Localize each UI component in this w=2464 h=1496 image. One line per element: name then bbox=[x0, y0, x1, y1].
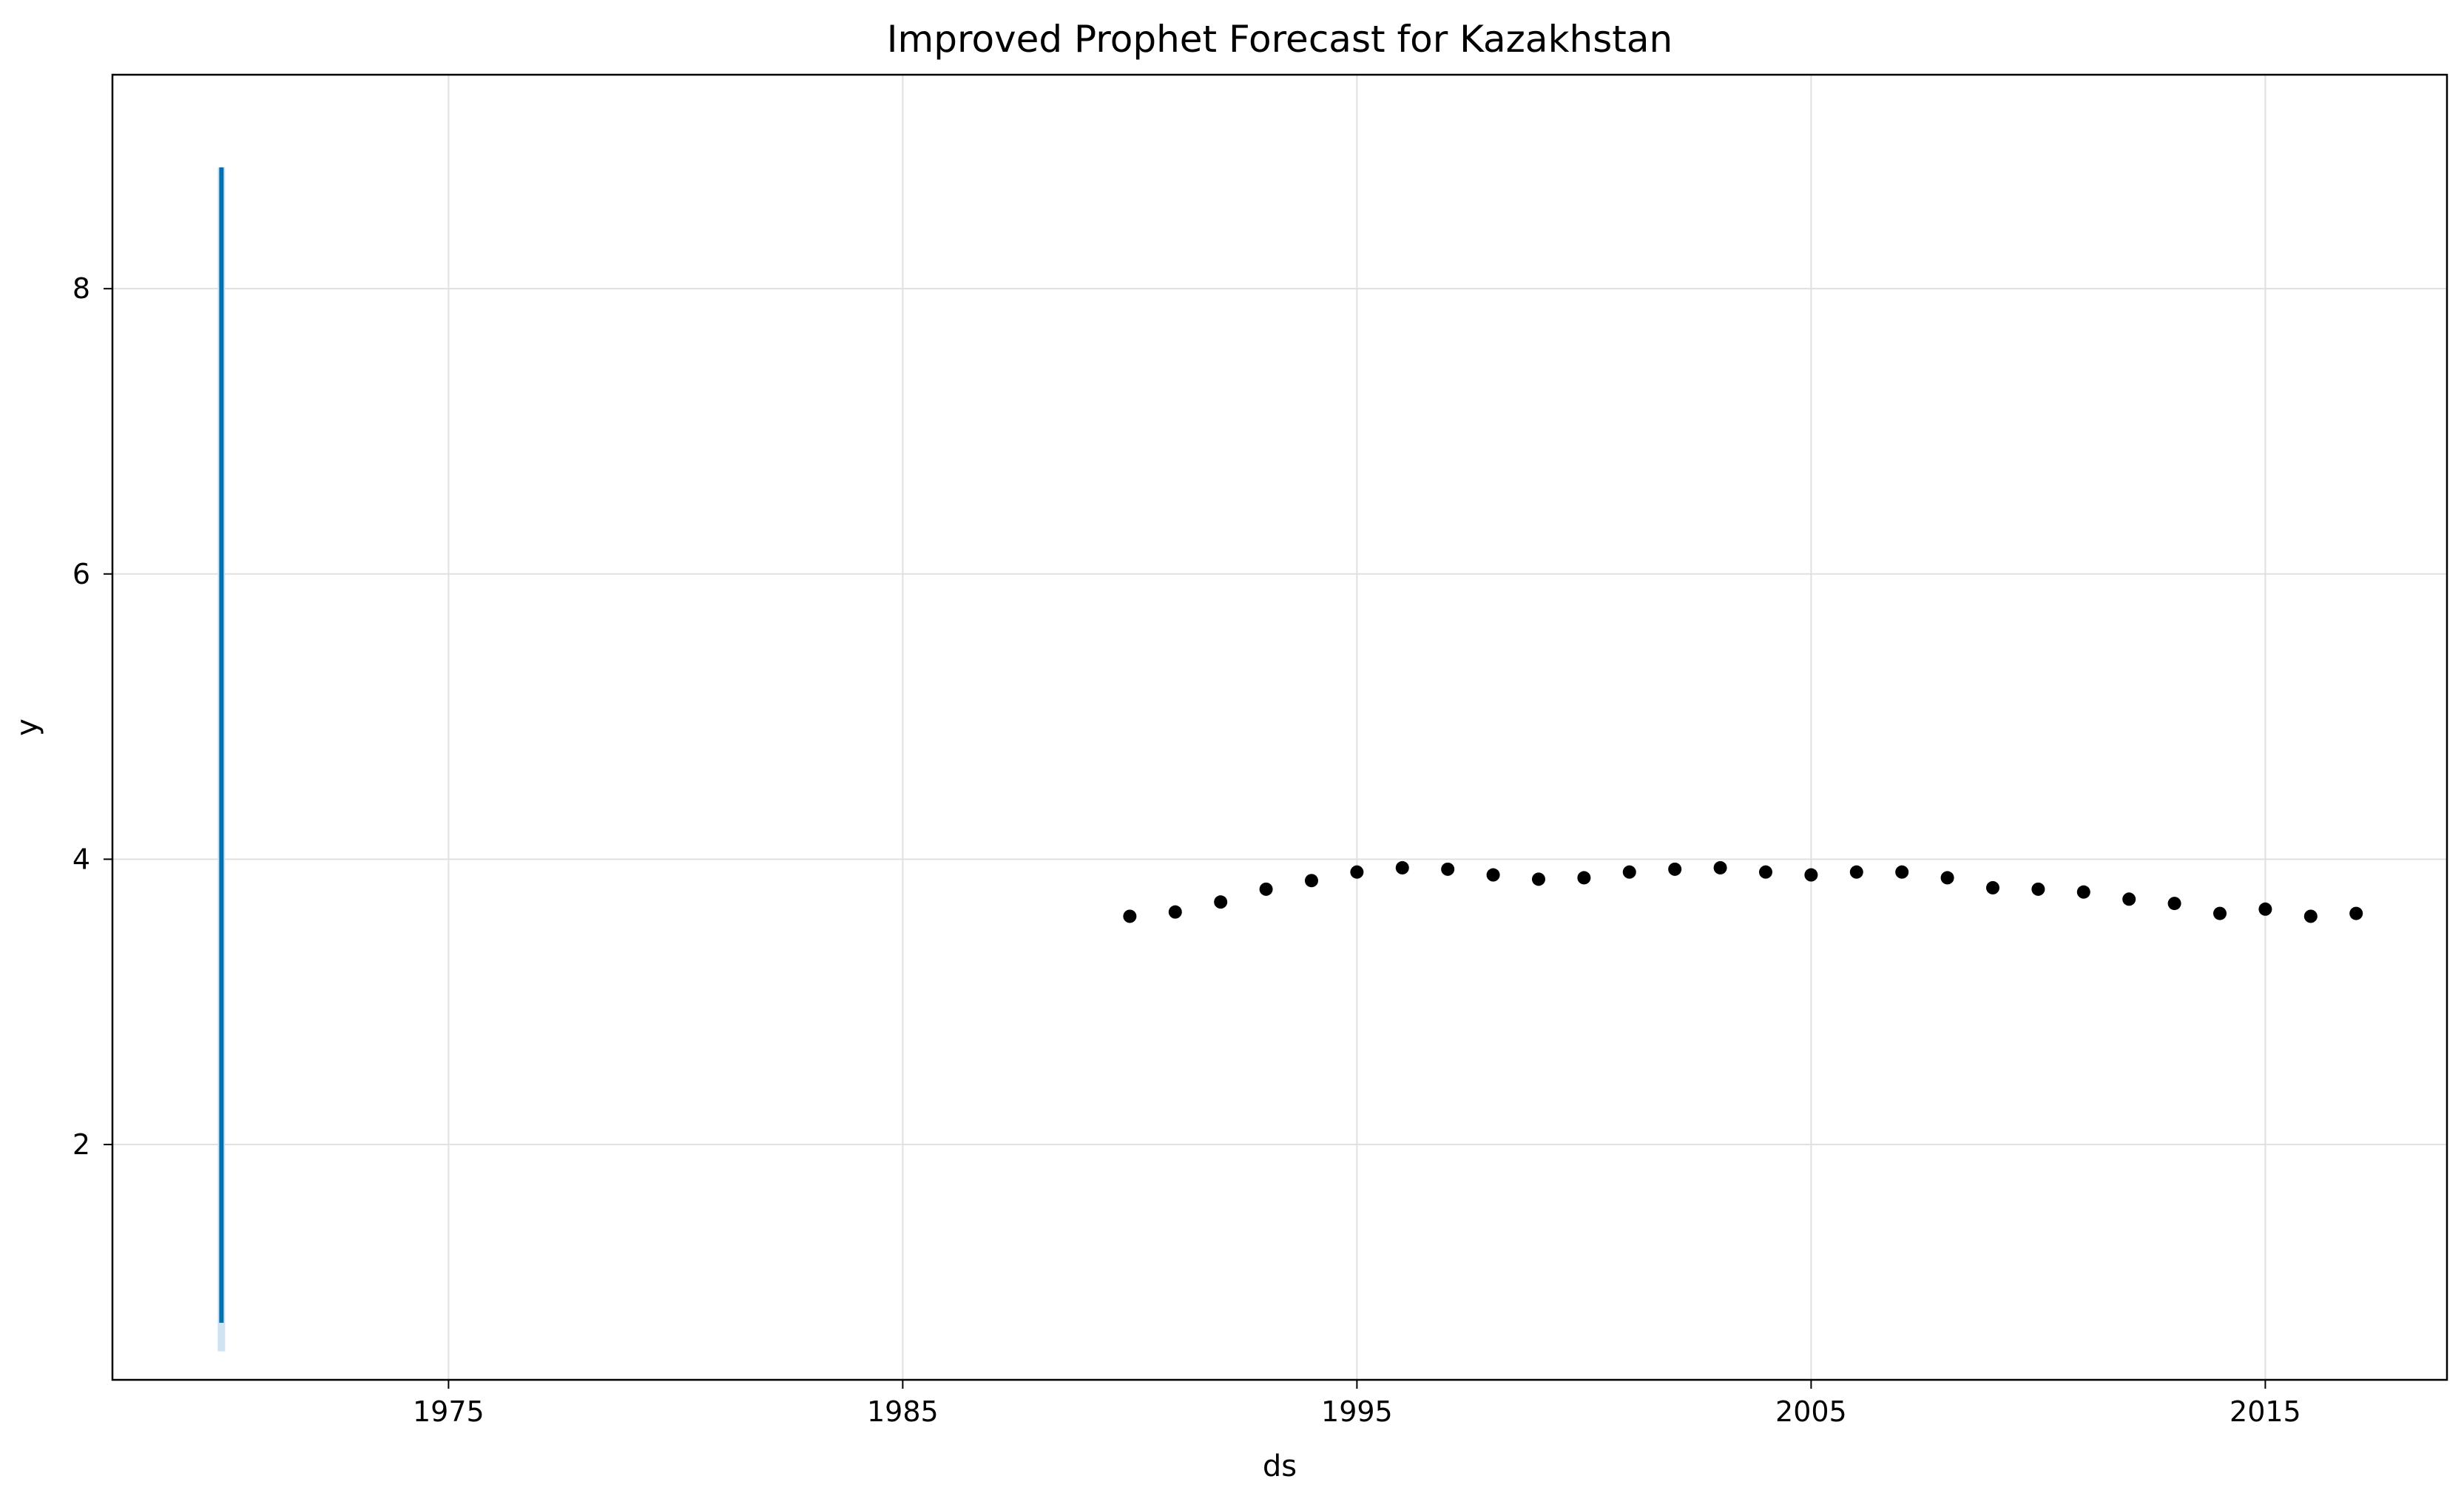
data-point bbox=[2258, 902, 2272, 916]
data-point bbox=[1531, 872, 1545, 886]
data-point bbox=[1123, 909, 1137, 923]
data-point bbox=[2076, 885, 2090, 899]
data-point bbox=[1758, 865, 1772, 879]
data-point bbox=[1895, 865, 1909, 879]
data-point bbox=[2303, 909, 2318, 923]
data-point bbox=[2122, 892, 2136, 906]
data-point bbox=[1486, 868, 1500, 882]
data-point bbox=[1804, 868, 1818, 882]
data-point bbox=[2212, 906, 2227, 920]
data-point bbox=[1168, 905, 1182, 919]
y-tick-label: 2 bbox=[72, 1128, 90, 1161]
x-axis-label: ds bbox=[1263, 1449, 1297, 1483]
y-tick-label: 4 bbox=[72, 843, 90, 875]
data-point bbox=[1622, 865, 1636, 879]
data-point bbox=[1304, 874, 1318, 888]
data-point bbox=[1259, 882, 1273, 896]
data-point bbox=[1395, 860, 1409, 875]
grid-lines bbox=[112, 75, 2447, 1380]
data-point bbox=[1849, 865, 1863, 879]
data-point bbox=[1577, 871, 1591, 885]
observed-points-layer bbox=[1123, 860, 2363, 923]
plot-area-frame bbox=[111, 73, 2448, 1381]
x-tick-label: 1995 bbox=[1321, 1395, 1393, 1428]
data-point bbox=[1940, 871, 1954, 885]
x-tick-label: 2015 bbox=[2230, 1395, 2301, 1428]
data-point bbox=[1214, 895, 1228, 909]
data-point bbox=[1713, 860, 1727, 875]
data-point bbox=[2031, 882, 2045, 896]
y-tick-label: 6 bbox=[72, 558, 90, 590]
chart-title: Improved Prophet Forecast for Kazakhstan bbox=[887, 18, 1673, 61]
axis-ticks: 1975 1985 1995 2005 2015 2 4 6 8 bbox=[72, 272, 2301, 1428]
y-tick-label: 8 bbox=[72, 272, 90, 305]
data-point bbox=[1668, 862, 1682, 876]
data-point bbox=[2349, 906, 2363, 920]
data-point bbox=[1441, 862, 1455, 876]
data-point bbox=[1985, 880, 1999, 894]
x-tick-label: 1985 bbox=[867, 1395, 939, 1428]
x-tick-label: 2005 bbox=[1775, 1395, 1847, 1428]
data-point bbox=[2167, 897, 2181, 911]
x-tick-label: 1975 bbox=[413, 1395, 485, 1428]
y-axis-label: y bbox=[10, 718, 44, 736]
data-point bbox=[1350, 865, 1364, 879]
